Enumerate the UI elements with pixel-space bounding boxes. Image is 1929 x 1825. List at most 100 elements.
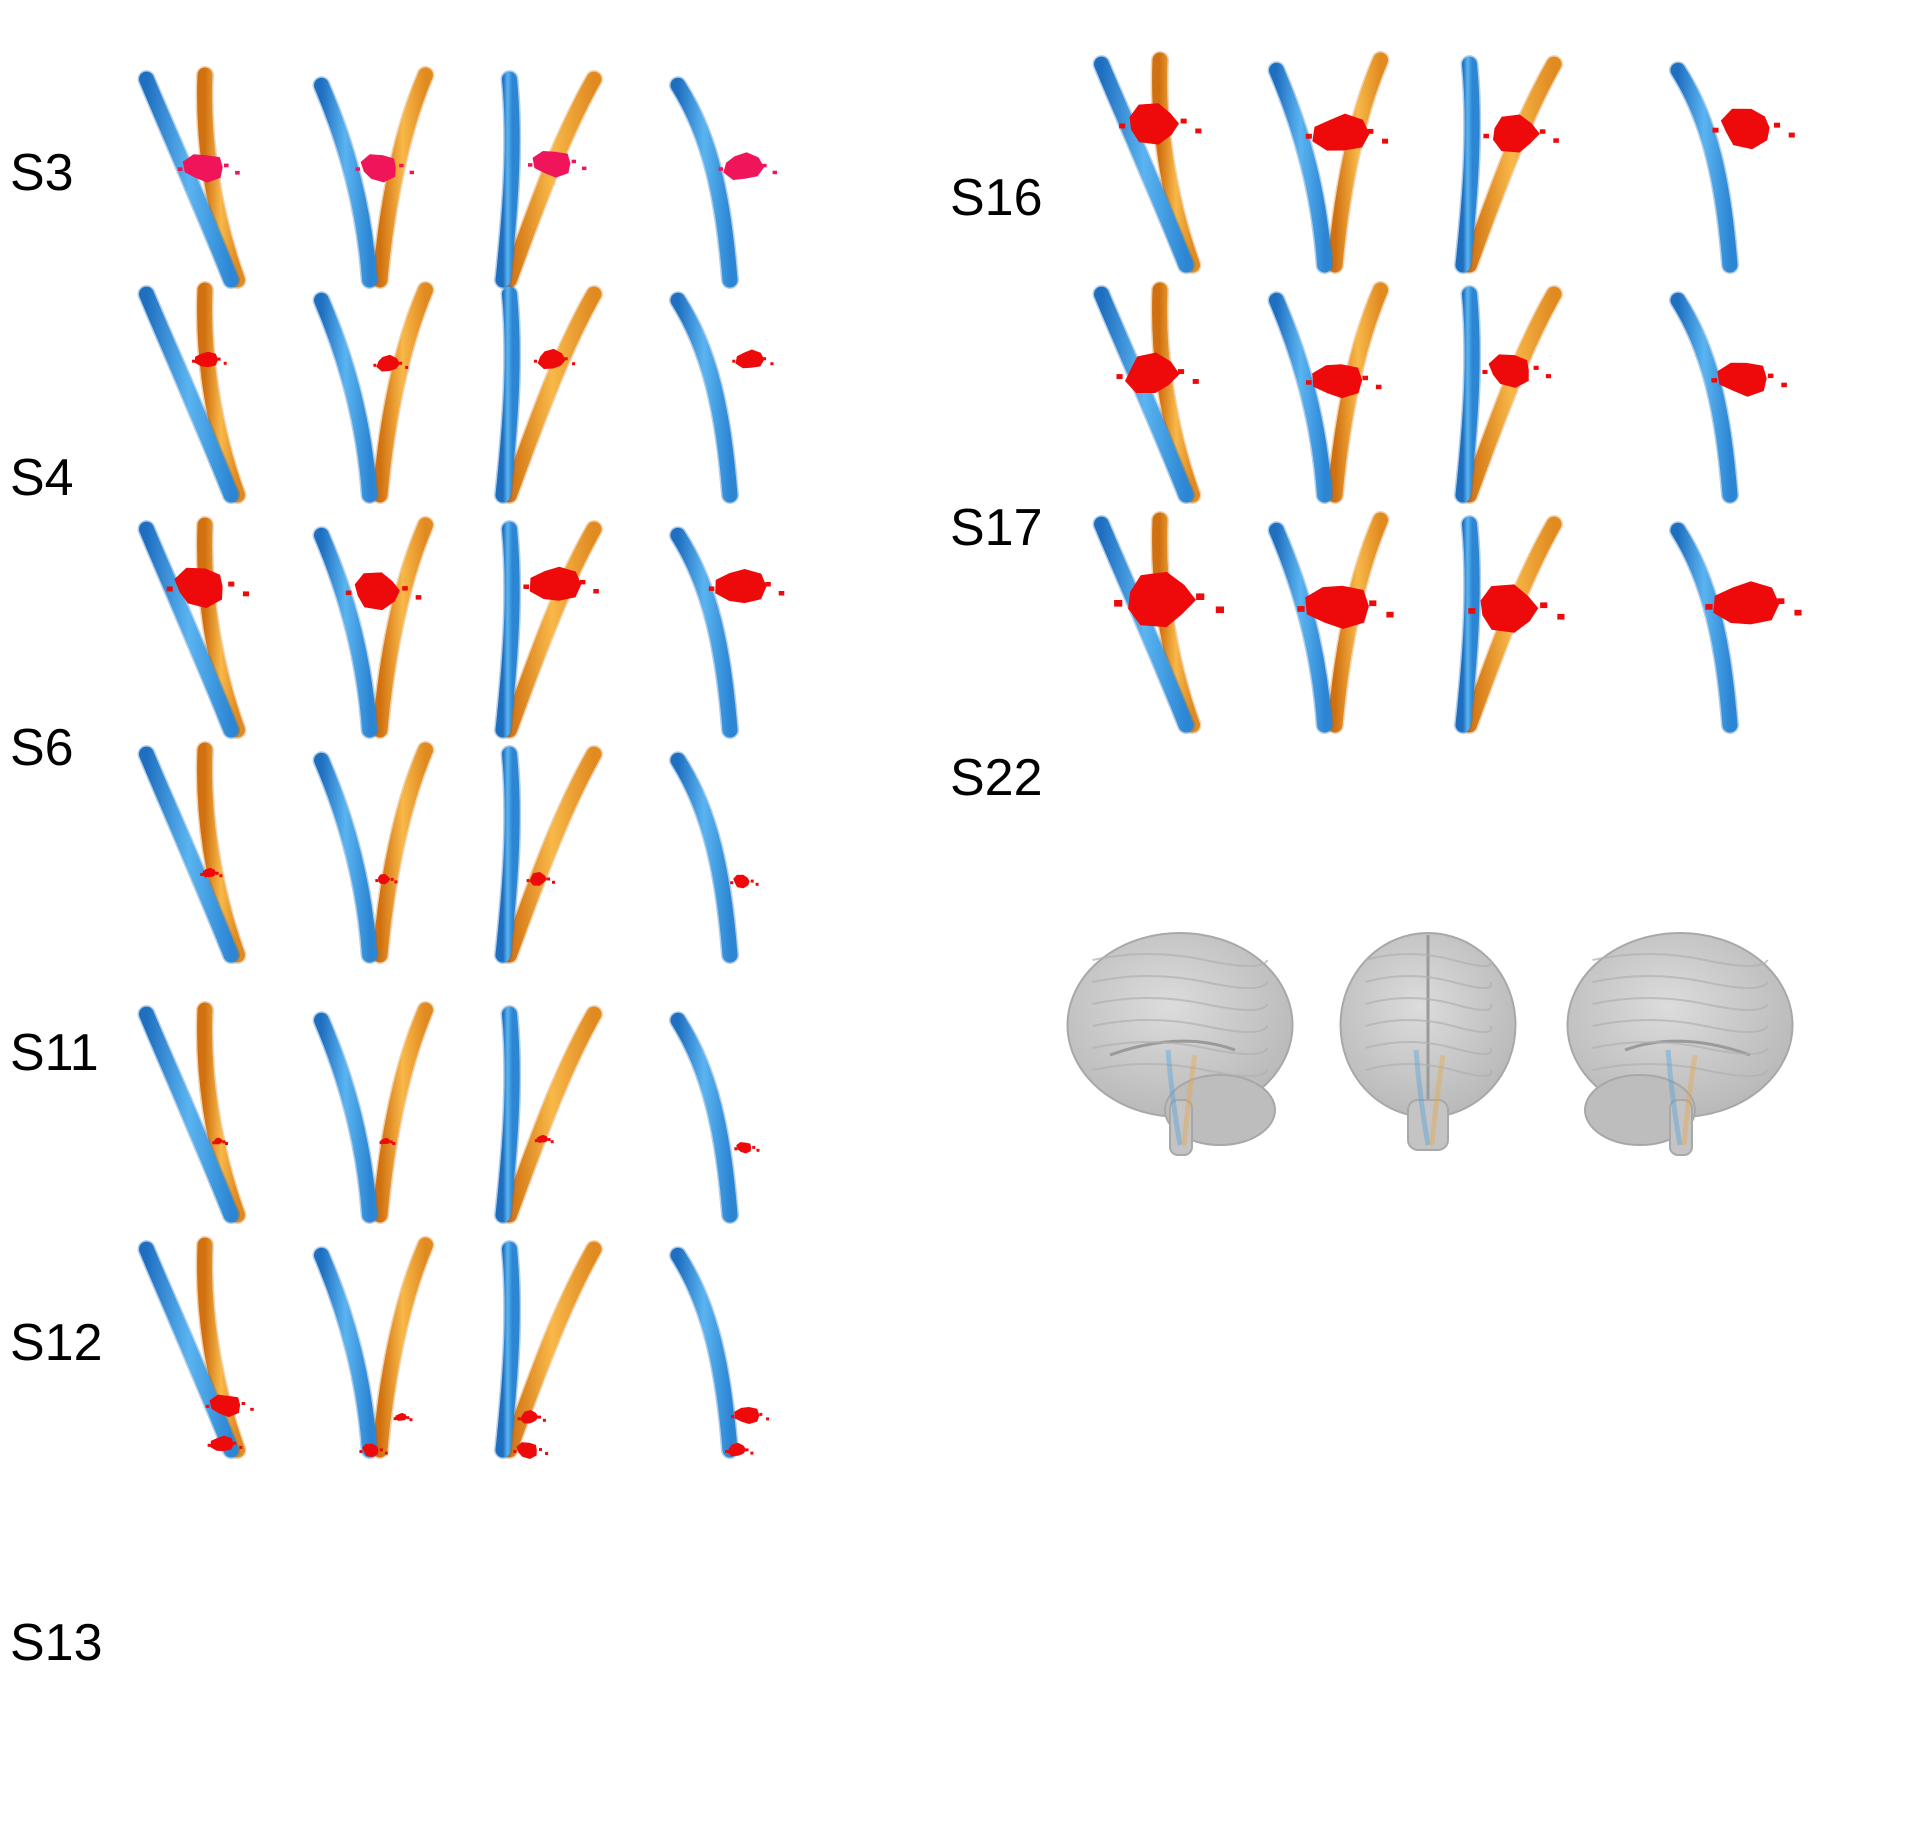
blue-tract (494, 285, 522, 504)
blue-tract (1267, 521, 1334, 734)
lesion-cluster (725, 1442, 754, 1457)
subject-label: S11 (10, 1024, 99, 1082)
s13-view-4 (669, 1246, 770, 1459)
blue-tract (137, 1240, 240, 1459)
subject-label: S12 (10, 1314, 103, 1372)
subject-row-s11: S11 (10, 741, 759, 1082)
s12-view-1 (137, 1001, 247, 1224)
orange-tract (195, 1001, 247, 1224)
lesion-cluster (533, 348, 576, 369)
orange-tract (500, 1005, 603, 1224)
orange-tract (371, 281, 435, 504)
orange-tract (195, 281, 247, 504)
subject-row-s13: S13 (10, 1236, 770, 1672)
blue-tract (669, 76, 739, 289)
blue-tract (312, 291, 379, 504)
lesion-cluster (718, 152, 777, 180)
s3-view-3 (494, 70, 603, 289)
orange-tract (500, 70, 603, 289)
s13-view-2 (312, 1236, 435, 1459)
lesion-cluster (373, 354, 409, 372)
s6-view-1 (137, 516, 249, 739)
subject-label: S17 (950, 499, 1043, 557)
lesion-cluster (1114, 571, 1224, 628)
s13-view-1 (137, 1236, 254, 1459)
subject-row-s3: S3 (10, 66, 777, 289)
s4-view-4 (669, 291, 774, 504)
s11-view-4 (669, 751, 759, 964)
orange-tract (1326, 51, 1390, 274)
orange-tract (1460, 285, 1563, 504)
brain-left-lateral-view (1066, 932, 1294, 1156)
s3-view-4 (669, 76, 777, 289)
s12-view-4 (669, 1011, 760, 1224)
lesion-cluster (731, 1407, 770, 1424)
lesion-cluster (1483, 114, 1559, 153)
lesion-cluster (734, 1142, 760, 1154)
orange-tract (371, 1236, 435, 1459)
orange-tract (371, 741, 435, 964)
blue-tract (1092, 55, 1195, 274)
lesion-cluster (359, 1443, 388, 1458)
blue-tract (137, 520, 240, 739)
lesion-cluster (1468, 584, 1565, 633)
subject-row-s16: S16 (950, 51, 1795, 274)
blue-tract (312, 76, 379, 289)
lesion-cluster (1116, 352, 1199, 393)
orange-tract (371, 1001, 435, 1224)
subject-label: S3 (10, 144, 74, 202)
orange-tract (500, 520, 603, 739)
s3-view-2 (312, 66, 435, 289)
lesion-cluster (517, 1410, 546, 1424)
blue-tract (1669, 61, 1739, 274)
lesion-cluster (513, 1442, 549, 1459)
lesion-cluster (526, 872, 555, 886)
blue-tract (669, 1246, 739, 1459)
blue-tract (312, 1246, 379, 1459)
blue-tract (312, 751, 379, 964)
blue-tract (494, 1240, 522, 1459)
orange-tract (195, 516, 247, 739)
blue-tract (669, 1011, 739, 1224)
blue-tract (669, 291, 739, 504)
blue-tract (1669, 521, 1739, 734)
orange-tract (371, 516, 435, 739)
orange-tract (500, 1240, 603, 1459)
lesion-cluster (205, 1394, 254, 1418)
s13-view-3 (494, 1240, 603, 1459)
s11-view-3 (494, 745, 603, 964)
blue-tract (669, 526, 739, 739)
lesion-cluster (212, 1137, 228, 1145)
orange-tract (371, 66, 435, 289)
subject-label: S22 (950, 749, 1043, 807)
blue-tract (494, 1005, 522, 1224)
s16-view-1 (1092, 51, 1202, 274)
lesion-cluster (1712, 108, 1795, 150)
lesion-cluster (523, 566, 599, 601)
lesion-cluster (1705, 581, 1802, 625)
blue-tract (494, 745, 522, 964)
orange-tract (1460, 55, 1563, 274)
brain-right-lateral-view (1566, 932, 1794, 1156)
lesion-cluster (732, 349, 774, 369)
lesion-cluster (528, 151, 587, 178)
s4-view-3 (494, 285, 603, 504)
s11-view-2 (312, 741, 435, 964)
subject-row-s22: S22 (950, 511, 1802, 807)
orange-tract (195, 741, 247, 964)
s16-view-3 (1454, 55, 1563, 274)
s6-view-4 (669, 526, 785, 739)
blue-tract (137, 285, 240, 504)
subject-label: S6 (10, 719, 74, 777)
s22-view-2 (1267, 511, 1394, 734)
lesion-cluster (166, 567, 249, 609)
s4-view-2 (312, 281, 435, 504)
orange-tract (1150, 51, 1202, 274)
lesion-cluster (1711, 362, 1787, 397)
subject-panels: S3 S4 S6 S11 S12 S13 S16 S17 S22 (10, 51, 1802, 1672)
s3-view-1 (137, 66, 247, 289)
blue-tract (1454, 515, 1482, 734)
lesion-cluster (192, 351, 227, 368)
lesion-cluster (1297, 585, 1394, 629)
